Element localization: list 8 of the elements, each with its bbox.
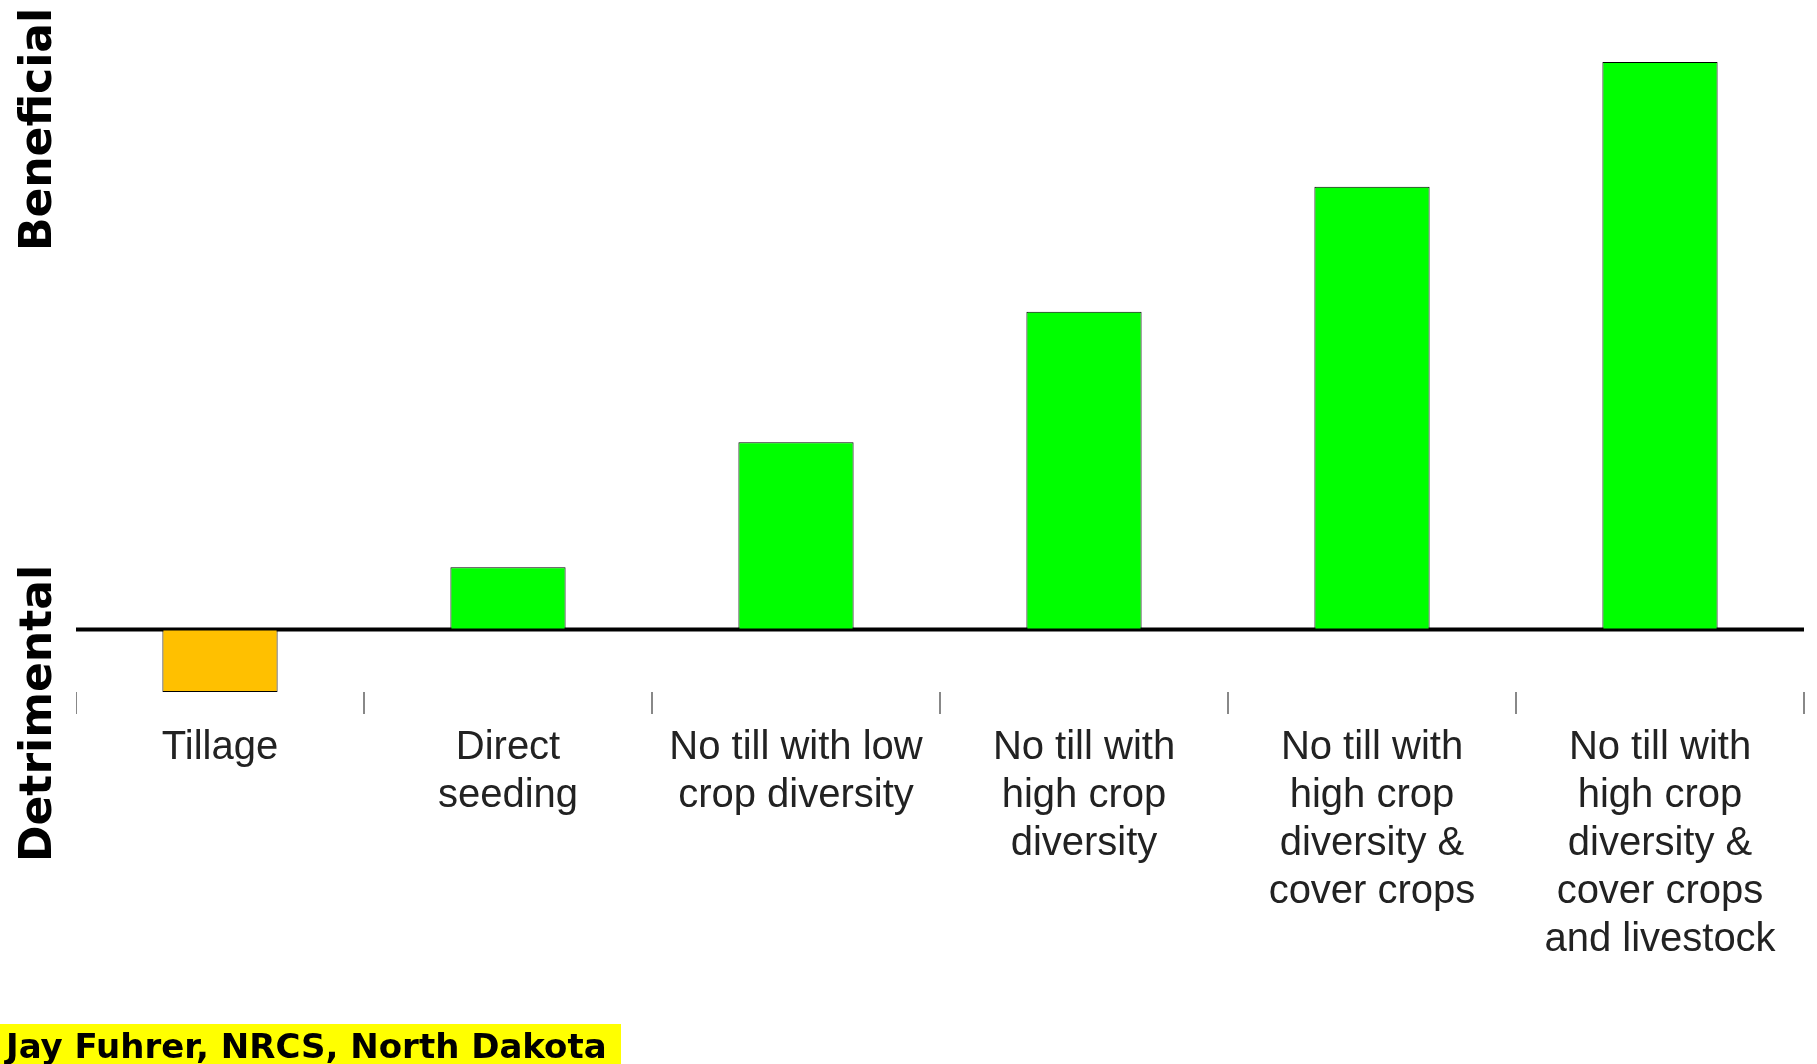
x-tick-label: Tillage — [161, 723, 279, 768]
x-tick-label: No till with high crop diversity & cover crops and livestock — [1544, 723, 1777, 960]
text: Beneficial — [10, 8, 61, 252]
x-tick-label: No till with high crop diversity & cover crops — [1268, 723, 1476, 912]
x-tick-label: Direct seeding — [437, 723, 579, 816]
x-tick-label: No till with low crop diversity — [669, 723, 923, 816]
text: Detrimental — [10, 565, 61, 862]
x-tick-label: No till with high crop diversity — [992, 723, 1176, 864]
